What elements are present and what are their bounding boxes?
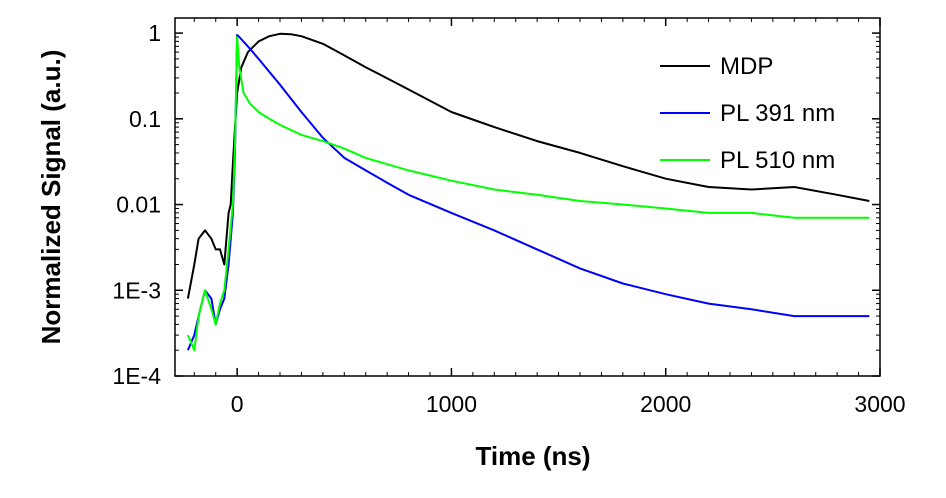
x-tick-label: 1000 (426, 391, 477, 417)
series-line-0 (186, 32, 870, 299)
y-tick-label: 1 (148, 20, 161, 46)
legend-label-0: MDP (720, 53, 773, 80)
tick-labels: 0 1000 2000 3000 1 0.1 0.01 1E-3 1E-4 (112, 20, 905, 417)
ticks-layer (175, 18, 881, 377)
y-tick-label: 0.1 (129, 106, 161, 132)
y-tick-label: 1E-3 (112, 277, 161, 303)
x-axis-title: Time (ns) (475, 441, 590, 471)
legend-label-2: PL 510 nm (720, 147, 835, 174)
y-tick-label: 0.01 (116, 192, 161, 218)
y-tick-label: 1E-4 (112, 363, 161, 389)
x-tick-label: 3000 (854, 391, 905, 417)
x-tick-label: 2000 (640, 391, 691, 417)
series-line-1 (186, 34, 870, 351)
series-layer (186, 32, 870, 352)
legend: MDP PL 391 nm PL 510 nm (660, 53, 835, 174)
series-line-2 (186, 36, 870, 352)
plot-frame (174, 17, 881, 377)
x-tick-label: 0 (231, 391, 244, 417)
y-axis-title: Normalized Signal (a.u.) (36, 50, 66, 345)
legend-label-1: PL 391 nm (720, 100, 835, 127)
